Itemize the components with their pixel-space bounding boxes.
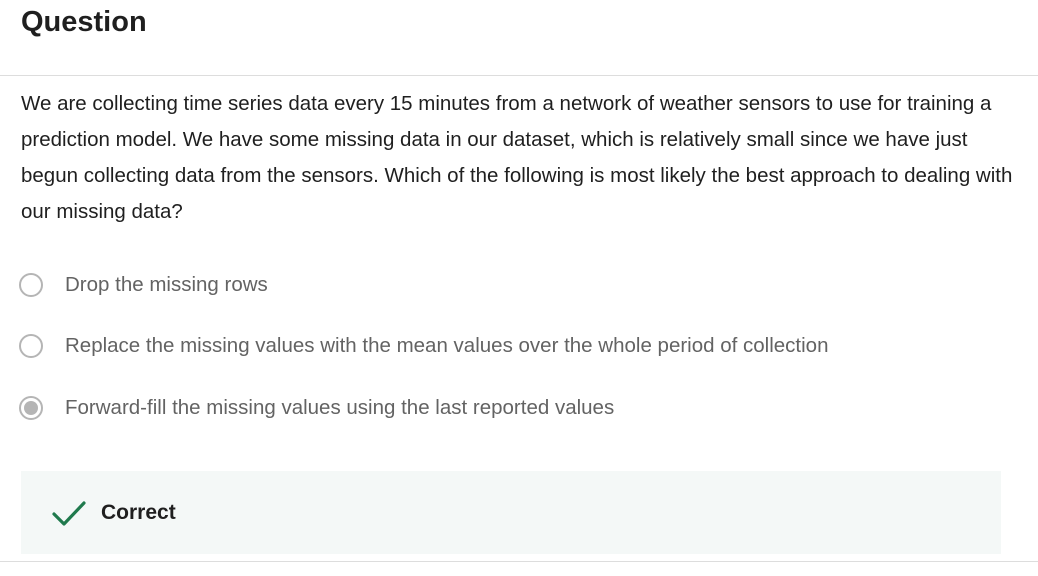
radio-button-selected[interactable] <box>19 396 43 420</box>
option-label: Drop the missing rows <box>65 273 268 296</box>
radio-button[interactable] <box>19 334 43 358</box>
option-label: Replace the missing values with the mean… <box>65 334 829 357</box>
header-divider <box>0 75 1038 76</box>
bottom-divider <box>0 561 1038 562</box>
option-drop-missing-rows[interactable]: Drop the missing rows <box>19 268 268 302</box>
checkmark-icon <box>52 500 86 526</box>
option-forward-fill[interactable]: Forward-fill the missing values using th… <box>19 391 614 425</box>
page-title: Question <box>21 6 147 38</box>
option-label: Forward-fill the missing values using th… <box>65 396 615 419</box>
radio-button[interactable] <box>19 273 43 297</box>
feedback-label: Correct <box>101 500 176 524</box>
option-replace-with-mean[interactable]: Replace the missing values with the mean… <box>19 329 828 363</box>
question-text: We are collecting time series data every… <box>21 92 1013 223</box>
feedback-box: Correct <box>21 471 1001 554</box>
